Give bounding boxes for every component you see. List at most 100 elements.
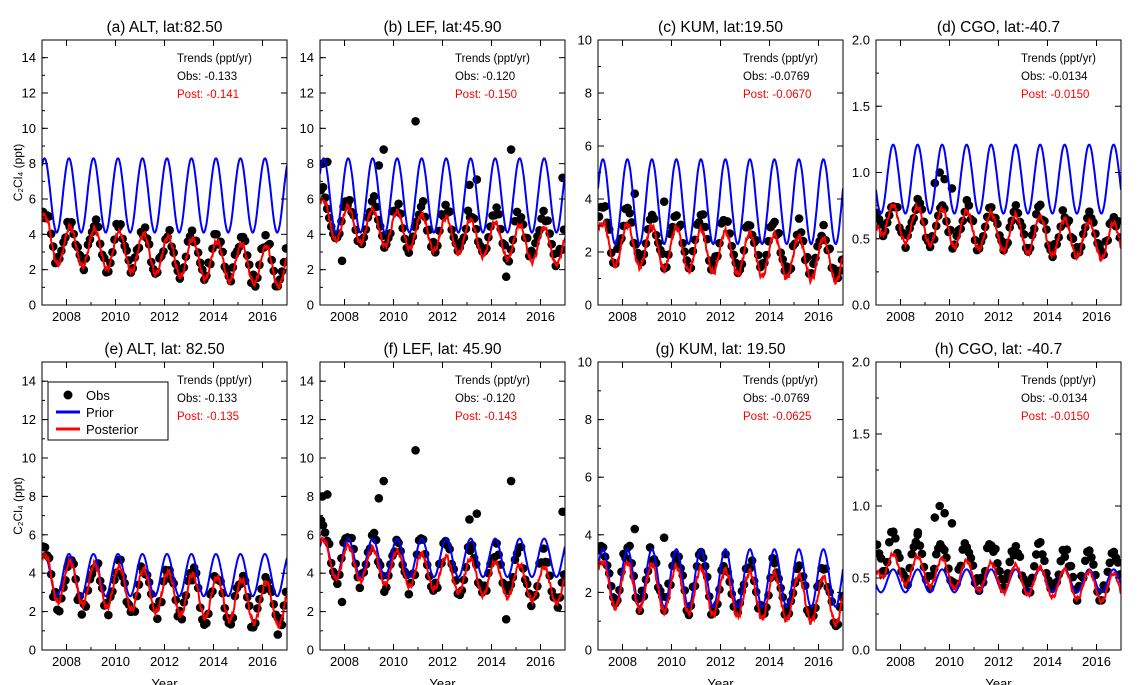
y-tick-label: 1.5 — [852, 427, 870, 442]
trend-obs-prefix: Obs: — [177, 393, 204, 405]
panel-d: (d) CGO, lat:-40.7 0.0 0.5 1.0 1.5 2.0 2008 201… — [852, 19, 1122, 324]
trend-obs-value: -0.0134 — [1048, 393, 1088, 405]
x-tick-label: 2008 — [608, 654, 637, 669]
obs-point — [465, 515, 474, 524]
x-tick-label: 2012 — [150, 309, 179, 324]
x-axis-label: Year — [429, 676, 456, 685]
obs-point — [625, 541, 634, 551]
prior-line — [42, 552, 287, 598]
obs-point — [745, 221, 755, 230]
trend-post-value: -0.150 — [484, 89, 517, 101]
plot-area — [876, 143, 1121, 263]
obs-point — [600, 202, 610, 211]
y-tick-label: 10 — [578, 33, 592, 48]
y-tick-label: 2 — [29, 262, 36, 277]
trend-heading: Trends (ppt/yr) — [1021, 375, 1096, 387]
obs-point — [320, 182, 328, 192]
x-tick-label: 2014 — [755, 654, 784, 669]
obs-point — [543, 216, 552, 225]
trend-obs-prefix: Obs: — [743, 393, 770, 405]
trend-post: Post: -0.0150 — [1021, 411, 1089, 423]
x-tick-label: 2010 — [379, 309, 408, 324]
obs-point — [320, 520, 328, 530]
obs-point — [79, 265, 89, 275]
x-tick-label: 2016 — [1082, 309, 1111, 324]
y-tick-label: 8 — [585, 86, 592, 101]
plot-area — [598, 524, 843, 631]
trend-heading: Trends (ppt/yr) — [177, 375, 252, 387]
y-tick-label: 12 — [22, 86, 36, 101]
panel-title: (e) ALT, lat: 82.50 — [104, 341, 225, 358]
obs-point — [494, 209, 503, 219]
trend-post-value: -0.141 — [206, 89, 239, 101]
trend-heading: Trends (ppt/yr) — [743, 375, 818, 387]
obs-point — [539, 206, 548, 216]
trend-post-value: -0.0625 — [772, 411, 811, 423]
obs-point — [202, 618, 211, 628]
obs-point — [261, 230, 270, 240]
obs-point — [463, 206, 473, 216]
obs-point — [700, 222, 710, 232]
obs-point — [228, 263, 238, 272]
trend-heading: Trends (ppt/yr) — [455, 53, 530, 65]
obs-point — [940, 508, 949, 518]
trend-obs: Obs: -0.120 — [455, 393, 515, 405]
obs-point — [1005, 557, 1015, 567]
x-axis-label: Year — [707, 676, 734, 685]
obs-point — [696, 210, 706, 220]
x-tick-label: 2008 — [330, 654, 359, 669]
x-tick-label: 2008 — [608, 309, 637, 324]
y-tick-label: 0 — [307, 298, 314, 313]
obs-point — [598, 212, 604, 221]
obs-point — [995, 566, 1004, 576]
y-tick-label: 10 — [578, 355, 592, 370]
trend-obs-prefix: Obs: — [1021, 71, 1048, 83]
obs-point — [404, 589, 414, 599]
trend-obs-value: -0.0769 — [770, 71, 809, 83]
y-tick-label: 1.5 — [852, 99, 870, 114]
x-tick-label: 2012 — [150, 654, 179, 669]
y-tick-label: 1.0 — [852, 165, 870, 180]
obs-point — [819, 220, 828, 230]
y-tick-label: 0.0 — [852, 643, 870, 658]
plot-area — [42, 157, 287, 291]
x-tick-label: 2014 — [477, 309, 506, 324]
y-tick-label: 4 — [307, 566, 314, 581]
obs-point — [91, 215, 101, 224]
trend-obs-value: -0.0134 — [1048, 71, 1088, 83]
posterior-line — [42, 550, 287, 630]
y-tick-label: 0 — [585, 643, 592, 658]
obs-point — [1036, 537, 1045, 547]
obs-point — [884, 537, 894, 547]
y-tick-label: 2 — [307, 604, 314, 619]
obs-point — [506, 476, 516, 486]
trend-post-prefix: Post: — [1021, 89, 1050, 101]
trend-obs-prefix: Obs: — [455, 71, 482, 83]
obs-point — [187, 226, 197, 235]
panel-b: (b) LEF, lat:45.90 0 2 4 6 8 10 12 14 2008 2010 201… — [300, 19, 566, 324]
obs-point — [1029, 561, 1039, 571]
trend-post: Post: -0.0150 — [1021, 89, 1089, 101]
trend-obs-prefix: Obs: — [455, 393, 482, 405]
x-tick-label: 2016 — [526, 654, 555, 669]
panel-c: (c) KUM, lat:19.50 0 2 4 6 8 10 2008 2010 2012 201… — [578, 19, 844, 324]
obs-point — [770, 217, 779, 227]
obs-point — [935, 501, 944, 511]
trend-heading: Trends (ppt/yr) — [1021, 53, 1096, 65]
x-tick-label: 2010 — [935, 309, 964, 324]
trend-obs-prefix: Obs: — [177, 71, 204, 83]
y-tick-label: 12 — [300, 412, 314, 427]
y-tick-label: 8 — [307, 489, 314, 504]
plot-area — [876, 501, 1121, 605]
obs-point — [55, 606, 64, 616]
obs-point — [492, 203, 501, 212]
obs-point — [441, 200, 450, 210]
x-tick-label: 2016 — [526, 309, 555, 324]
obs-point — [457, 586, 467, 595]
obs-point — [165, 225, 174, 235]
y-tick-label: 4 — [29, 566, 36, 581]
obs-point — [1058, 206, 1068, 215]
panel-title: (h) CGO, lat: -40.7 — [935, 341, 1062, 358]
trend-post-prefix: Post: — [1021, 411, 1050, 423]
trend-obs-prefix: Obs: — [743, 71, 770, 83]
